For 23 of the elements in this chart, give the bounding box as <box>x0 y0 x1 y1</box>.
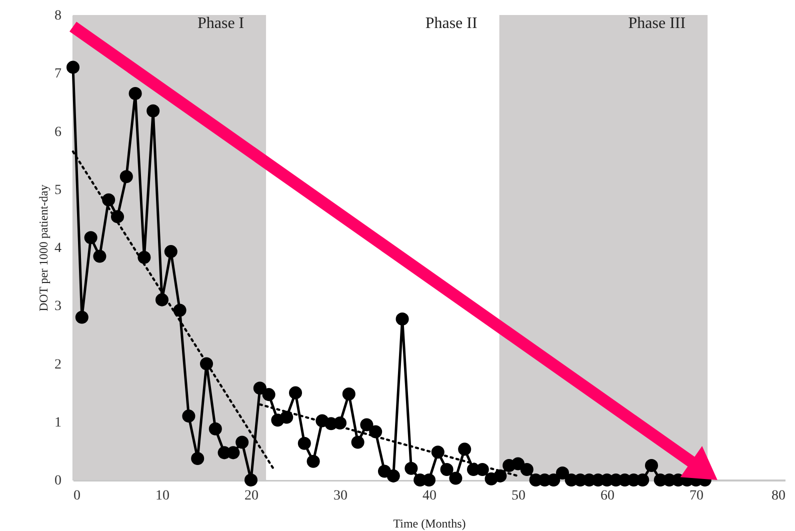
x-tick-label: 70 <box>690 488 704 504</box>
x-tick-label: 60 <box>600 488 614 504</box>
y-tick-label: 5 <box>54 182 62 198</box>
x-tick-label: 50 <box>512 488 526 504</box>
y-tick-label: 2 <box>54 357 62 372</box>
y-tick-label: 1 <box>54 415 62 430</box>
x-tick-label: 30 <box>334 488 348 504</box>
x-tick-label: 0 <box>74 488 80 504</box>
y-tick-label: 3 <box>54 299 62 314</box>
band-label: Phase I <box>197 15 244 32</box>
y-tick-label: 8 <box>54 8 62 24</box>
y-axis-title: DOT per 1000 patient-day <box>36 184 50 312</box>
x-tick-label: 80 <box>772 488 786 504</box>
band-label: Phase II <box>425 15 478 32</box>
y-tick-label: 7 <box>54 66 62 82</box>
y-tick-label: 6 <box>54 124 62 140</box>
x-tick-label: 10 <box>156 488 170 504</box>
band-label: Phase III <box>628 15 686 32</box>
x-tick-label: 40 <box>422 488 436 504</box>
x-tick-label: 20 <box>244 488 258 504</box>
x-axis-title: Time (Months) <box>393 516 466 530</box>
y-tick-label: 4 <box>54 241 62 256</box>
y-tick-label: 0 <box>54 474 62 488</box>
